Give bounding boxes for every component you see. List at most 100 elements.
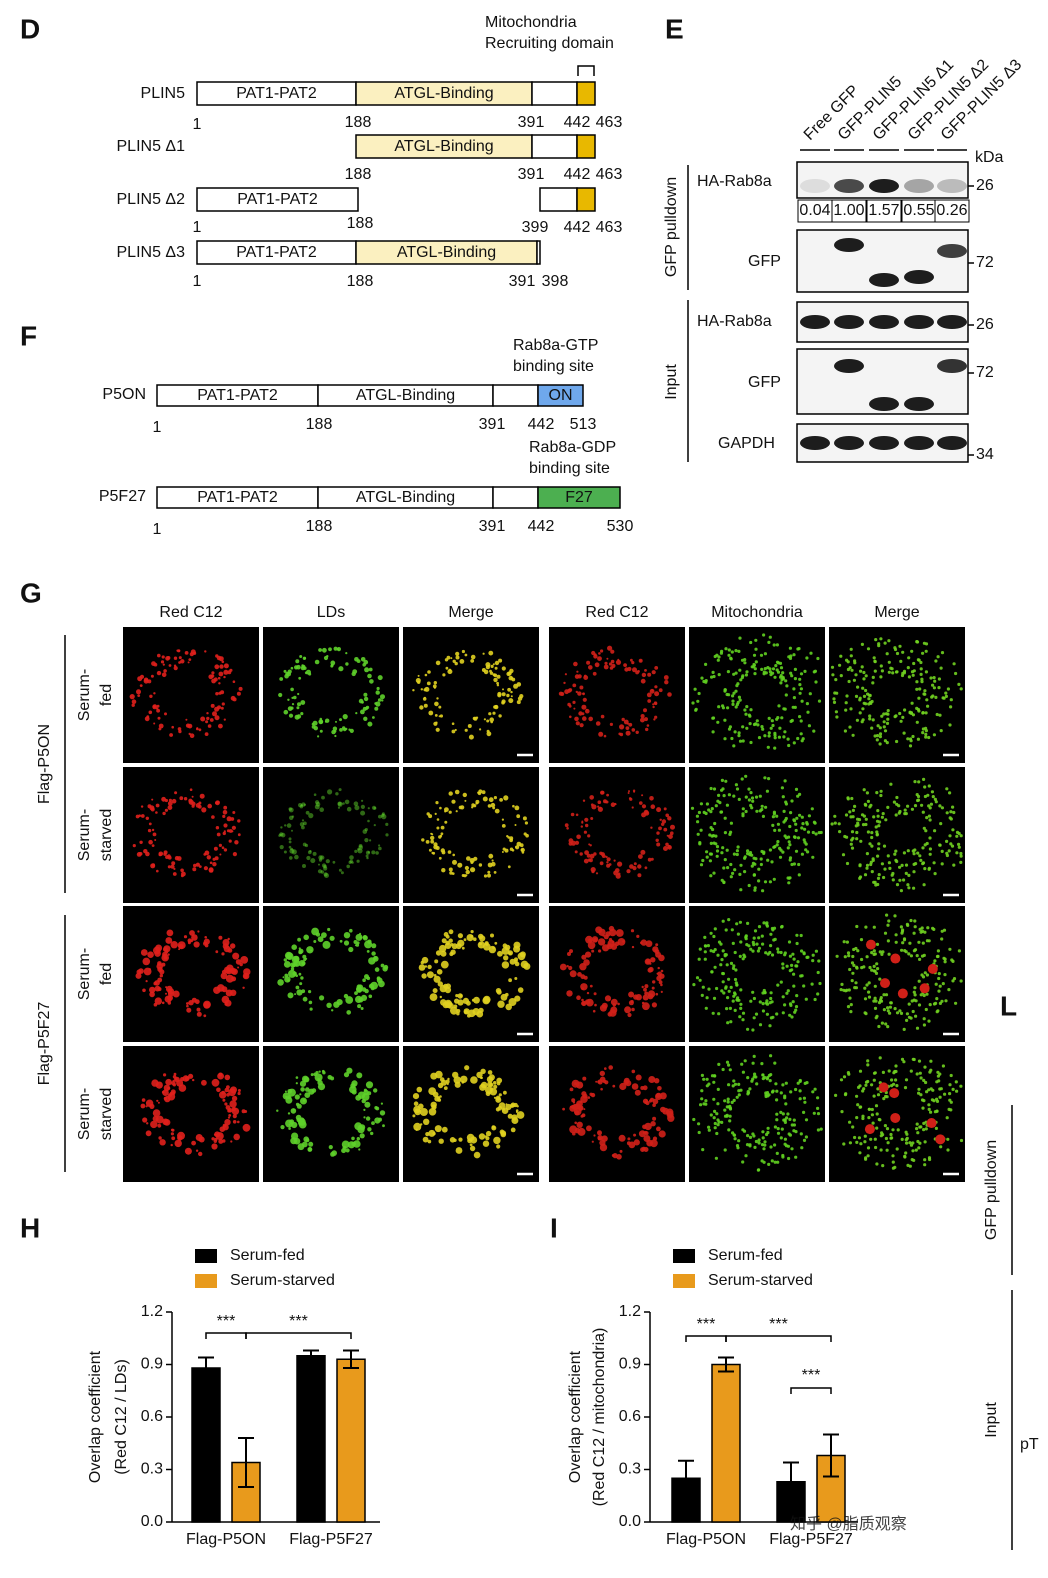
- micrograph: [263, 906, 399, 1042]
- stain: [709, 1113, 713, 1117]
- stain: [796, 647, 800, 651]
- stain: [855, 830, 859, 835]
- stain: [170, 864, 175, 869]
- stain: [501, 961, 510, 969]
- stain: [345, 652, 348, 655]
- stain: [707, 808, 711, 812]
- stain: [419, 1108, 428, 1116]
- stain: [487, 664, 490, 668]
- stain: [307, 1147, 313, 1152]
- stain: [776, 661, 781, 665]
- stain: [728, 832, 732, 837]
- stain: [811, 855, 815, 859]
- stain: [301, 802, 306, 807]
- stain: [909, 1016, 913, 1020]
- stain: [163, 947, 168, 952]
- stain: [891, 1154, 895, 1158]
- stain: [800, 815, 804, 819]
- stain: [743, 870, 747, 874]
- stain: [588, 665, 593, 670]
- stain: [595, 872, 599, 875]
- stain: [448, 938, 453, 943]
- stain: [630, 1000, 634, 1004]
- stain: [910, 670, 915, 674]
- stain: [574, 674, 580, 679]
- stain: [479, 728, 482, 731]
- residue-number: 442: [528, 518, 555, 535]
- stain: [335, 792, 339, 796]
- stain: [781, 962, 785, 966]
- stain: [640, 714, 645, 719]
- stain: [308, 1141, 314, 1147]
- stain: [873, 734, 877, 738]
- stain: [927, 963, 938, 974]
- stain: [643, 1147, 649, 1152]
- stain: [863, 1011, 867, 1015]
- stain: [779, 1136, 783, 1140]
- residue-number: 188: [306, 518, 333, 535]
- stain: [935, 1134, 946, 1145]
- stain: [750, 1079, 754, 1083]
- stain: [772, 877, 776, 881]
- band: [834, 315, 864, 329]
- stain: [313, 726, 318, 731]
- stain: [864, 674, 868, 678]
- stain: [590, 867, 596, 873]
- stain: [167, 801, 173, 806]
- stain: [240, 956, 249, 964]
- stain: [655, 943, 659, 947]
- stain: [905, 922, 910, 927]
- stain: [757, 936, 761, 940]
- stain: [516, 700, 521, 705]
- stain: [749, 791, 753, 795]
- stain: [843, 955, 847, 959]
- stain: [814, 832, 818, 836]
- significance-label: ***: [697, 1316, 716, 1333]
- stain: [592, 1009, 596, 1013]
- stain: [875, 962, 879, 966]
- stain: [866, 1063, 870, 1067]
- stain: [747, 787, 751, 791]
- stain: [437, 1082, 444, 1089]
- stain: [768, 880, 773, 884]
- stain: [196, 727, 199, 731]
- stain: [928, 818, 932, 822]
- stain: [862, 701, 866, 705]
- stain: [851, 808, 856, 813]
- stain: [597, 1080, 601, 1084]
- stain: [636, 934, 640, 939]
- stain: [211, 1078, 220, 1087]
- stain: [142, 1117, 148, 1123]
- stain: [302, 1099, 306, 1102]
- stain: [507, 865, 511, 869]
- stain: [904, 871, 908, 876]
- stain: [360, 810, 366, 816]
- stain: [713, 965, 717, 969]
- domain-label: PAT1-PAT2: [237, 191, 318, 208]
- stain: [149, 694, 153, 698]
- stain: [812, 670, 816, 674]
- stain: [729, 875, 733, 879]
- stain: [657, 1086, 662, 1091]
- stain: [772, 643, 776, 647]
- stain: [919, 667, 923, 671]
- stain: [493, 1081, 497, 1085]
- stain: [790, 862, 794, 867]
- stain: [283, 850, 287, 854]
- stain: [581, 998, 584, 1002]
- stain: [726, 1097, 730, 1101]
- stain: [470, 1136, 478, 1144]
- panel-label: G: [20, 577, 42, 608]
- stain: [799, 732, 803, 736]
- stain: [952, 662, 956, 666]
- stain: [227, 670, 232, 675]
- stain: [787, 940, 792, 944]
- stain: [948, 947, 952, 951]
- stain: [287, 1088, 296, 1097]
- column-header: Mitochondria: [711, 604, 803, 621]
- stain: [884, 1022, 888, 1026]
- stain: [186, 1004, 189, 1008]
- stain: [816, 1128, 821, 1132]
- stain: [472, 716, 477, 721]
- stain: [946, 687, 951, 691]
